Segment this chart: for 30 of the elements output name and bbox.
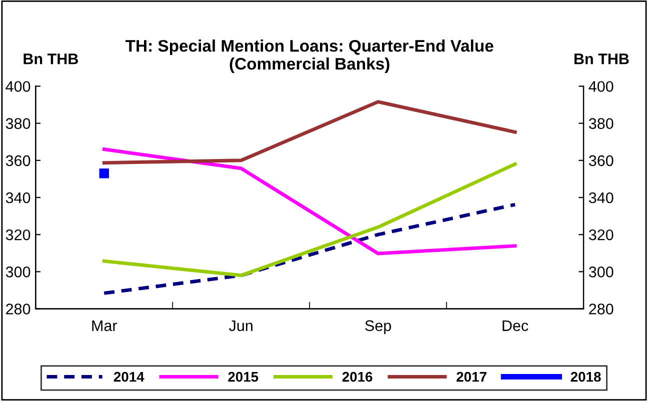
x-tick-label: Mar xyxy=(92,320,118,332)
y2-tick-label: 280 xyxy=(589,304,614,314)
x-tick-label: Dec xyxy=(502,320,528,332)
chart-title: TH: Special Mention Loans: Quarter-End Value (Commercial Banks) xyxy=(125,40,494,74)
legend-label: 2015 xyxy=(228,372,258,382)
y2-tick-label: 380 xyxy=(588,118,614,129)
y2-tick-label: 360 xyxy=(588,155,614,166)
line-series xyxy=(102,162,517,278)
legend-label: 2016 xyxy=(342,372,372,382)
y2-tick-label: 400 xyxy=(588,81,614,92)
y-tick-label: 300 xyxy=(6,266,30,278)
legend-label: 2017 xyxy=(456,372,486,382)
y-tick-label: 320 xyxy=(6,229,30,240)
line-series xyxy=(102,148,517,256)
y-tick-label: 400 xyxy=(6,81,30,92)
x-tick-label: Jun xyxy=(229,320,252,332)
legend-label: 2014 xyxy=(114,372,144,382)
y2-tick-label: 320 xyxy=(588,229,614,240)
y-tick-label: 380 xyxy=(6,118,30,129)
y2-tick-label: 300 xyxy=(588,266,614,278)
y-tick-label: 360 xyxy=(6,155,30,166)
line-series xyxy=(102,100,517,165)
y2-axis-title: Bn THB xyxy=(574,54,629,64)
y2-tick-label: 340 xyxy=(588,192,614,204)
y-tick-label: 340 xyxy=(6,192,30,204)
legend-label: 2018 xyxy=(570,372,601,382)
y-tick-label: 280 xyxy=(6,304,30,314)
x-tick-label: Sep xyxy=(365,320,392,334)
line-series xyxy=(102,202,517,295)
y-axis-title: Bn THB xyxy=(24,54,78,64)
